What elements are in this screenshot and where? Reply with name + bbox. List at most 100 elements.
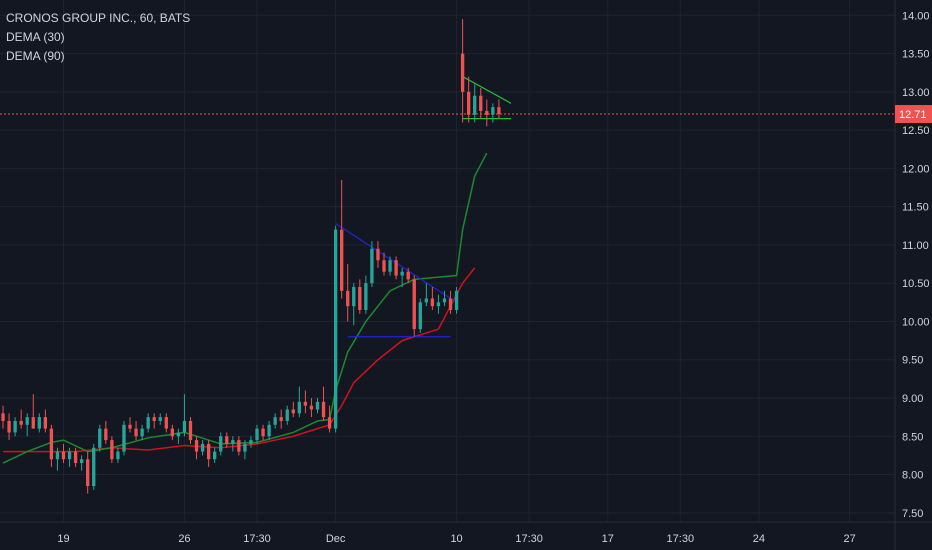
candle-body <box>297 401 302 414</box>
chart-legend: CRONOS GROUP INC., 60, BATS DEMA (30) DE… <box>6 9 190 66</box>
candle-body <box>110 440 114 460</box>
candle-body <box>231 440 235 444</box>
candle-body <box>176 432 181 437</box>
x-tick-label: 10 <box>450 533 462 545</box>
candle-body <box>346 290 350 307</box>
candle-body <box>43 417 48 429</box>
candle-body <box>104 428 108 441</box>
x-tick-label: 19 <box>57 533 69 545</box>
candle-body <box>134 428 138 437</box>
last-price-tag <box>895 105 932 124</box>
x-tick-label: Dec <box>326 533 346 545</box>
candle-body <box>122 424 126 452</box>
candle-body <box>194 440 199 452</box>
y-tick-label: 7.50 <box>902 508 923 520</box>
x-tick-label: 17:30 <box>667 533 695 545</box>
y-tick-label: 12.00 <box>902 163 930 175</box>
candle-body <box>92 447 96 487</box>
candle-body <box>7 420 11 433</box>
candle-body <box>485 110 489 115</box>
candle-body <box>497 107 501 115</box>
candle-body <box>188 420 193 441</box>
candle-body <box>237 440 241 452</box>
legend-dema-90[interactable]: DEMA (90) <box>6 49 65 63</box>
candle-body <box>170 428 175 437</box>
candle-body <box>340 229 344 291</box>
candle-body <box>158 417 162 421</box>
candle-body <box>303 401 308 406</box>
last-price-label: 12.71 <box>899 109 927 121</box>
y-tick-label: 11.50 <box>902 202 929 214</box>
y-tick-label: 13.00 <box>902 87 930 99</box>
legend-dema-30[interactable]: DEMA (30) <box>6 30 65 44</box>
candle-body <box>37 417 41 429</box>
y-tick-label: 9.00 <box>902 393 923 405</box>
candle-body <box>491 107 495 115</box>
candle-body <box>370 248 374 284</box>
candle-body <box>86 459 90 487</box>
legend-title[interactable]: CRONOS GROUP INC., 60, BATS <box>6 11 191 25</box>
candle-body <box>261 428 265 437</box>
x-tick-label: 27 <box>844 533 856 545</box>
x-tick-label: 17:30 <box>515 533 543 545</box>
candle-body <box>255 428 259 441</box>
candle-body <box>315 401 320 410</box>
candle-body <box>206 443 211 460</box>
candles-layer <box>1 19 501 494</box>
candle-body <box>98 428 102 448</box>
y-tick-label: 8.50 <box>902 431 923 443</box>
candle-body <box>31 417 35 429</box>
candle-body <box>140 428 144 437</box>
candle-body <box>213 451 217 460</box>
y-tick-label: 8.00 <box>902 470 923 482</box>
candle-body <box>13 420 17 433</box>
candle-body <box>291 409 295 414</box>
candle-body <box>400 271 404 276</box>
candle-body <box>146 417 150 429</box>
candle-body <box>219 436 223 452</box>
y-tick-label: 13.50 <box>902 49 930 61</box>
candle-body <box>200 443 205 452</box>
candle-body <box>479 95 483 111</box>
price-axis[interactable]: 7.50 8.00 8.50 9.00 9.50 10.00 10.50 11.00 11.50… <box>894 0 932 550</box>
candle-body <box>454 290 459 310</box>
y-tick-label: 10.00 <box>902 316 930 328</box>
candle-body <box>358 287 362 310</box>
candle-body <box>382 260 386 272</box>
candle-body <box>25 417 29 425</box>
y-tick-label: 10.50 <box>902 278 930 290</box>
candle-body <box>243 443 247 452</box>
candle-body <box>164 417 168 429</box>
candle-body <box>406 271 410 280</box>
candle-body <box>327 417 332 429</box>
candle-body <box>61 451 66 460</box>
y-tick-label: 11.00 <box>902 240 929 252</box>
candle-body <box>79 459 84 464</box>
candle-body <box>364 283 368 310</box>
candle-body <box>128 424 132 429</box>
candle-body <box>49 428 54 460</box>
candle-body <box>460 53 465 92</box>
y-tick-label: 12.50 <box>902 125 930 137</box>
candle-body <box>436 302 441 307</box>
dema-30-line <box>2 152 488 464</box>
candle-body <box>418 302 422 330</box>
candle-body <box>267 424 271 437</box>
candle-body <box>448 298 453 310</box>
y-tick-label: 14.00 <box>902 10 930 22</box>
time-axis[interactable]: 19 26 17:30 Dec 10 17:30 17 17:30 24 27 <box>0 521 932 545</box>
candle-body <box>467 91 471 115</box>
candle-body <box>412 279 416 330</box>
candle-body <box>309 405 314 410</box>
candle-body <box>182 420 187 433</box>
candle-body <box>67 451 72 460</box>
candle-body <box>394 260 398 276</box>
candle-body <box>376 248 380 261</box>
x-tick-label: 17 <box>602 533 614 545</box>
candle-body <box>73 451 78 464</box>
candle-body <box>473 95 477 115</box>
pattern-line <box>462 76 512 104</box>
candle-body <box>249 440 253 444</box>
candle-body <box>273 417 277 425</box>
